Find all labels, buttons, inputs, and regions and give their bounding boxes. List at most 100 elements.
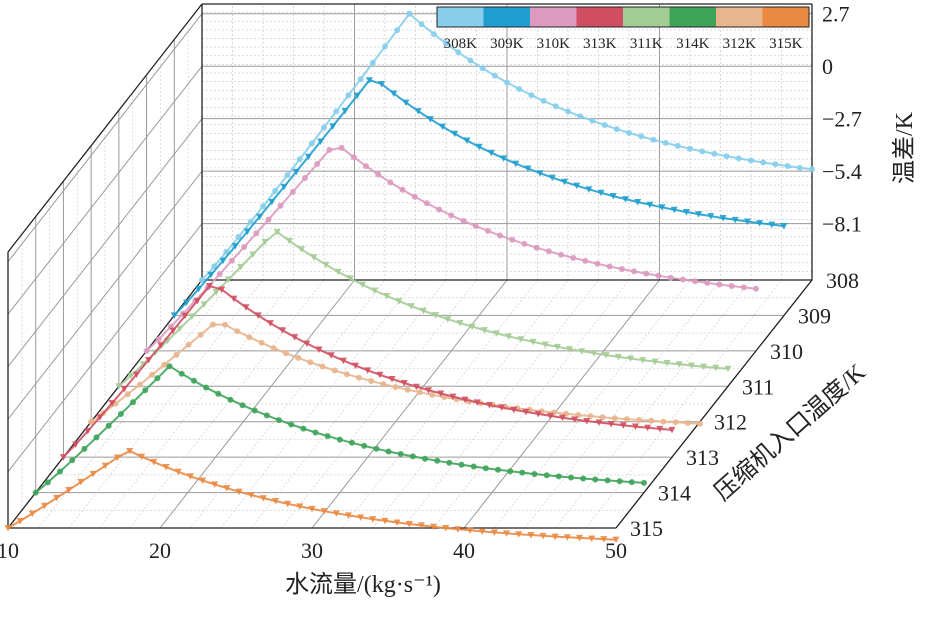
data-point-310K [338, 144, 345, 151]
data-point-313K [59, 454, 67, 461]
data-point-309K [536, 170, 544, 177]
data-point-308K [418, 21, 425, 28]
data-point-311K [322, 261, 330, 269]
x-tick-label: 10 [0, 538, 19, 563]
data-point-314K [434, 457, 441, 464]
data-point-315K [527, 532, 535, 539]
data-point-314K [251, 407, 258, 414]
data-point-315K [162, 464, 170, 471]
data-point-313K [656, 425, 664, 433]
data-point-312K [368, 378, 375, 384]
data-point-309K [182, 299, 190, 307]
data-point-311K [553, 343, 561, 351]
data-point-309K [365, 77, 373, 84]
x-tick-label: 50 [605, 538, 627, 563]
side-grid-h [7, 65, 203, 315]
legend-swatch-308K [437, 7, 484, 27]
data-point-314K [422, 455, 428, 462]
legend-label-315K: 315K [769, 36, 803, 52]
data-point-312K [161, 361, 168, 368]
data-point-310K [740, 284, 747, 291]
data-point-311K [176, 325, 184, 333]
data-point-313K [266, 320, 274, 327]
data-point-309K [329, 123, 337, 130]
data-point-309K [500, 155, 508, 162]
data-point-310K [716, 281, 723, 288]
y-tick-label: 313 [686, 445, 719, 470]
data-point-311K [712, 364, 720, 372]
data-point-309K [561, 178, 569, 186]
data-point-309K [195, 285, 203, 293]
data-point-313K [425, 387, 433, 394]
legend-label-310K: 310K [537, 36, 571, 52]
z-axis-label: 温差/K [891, 111, 918, 184]
data-point-309K [426, 116, 434, 123]
data-point-312K [356, 374, 362, 381]
data-point-309K [304, 153, 312, 161]
data-point-309K [439, 123, 447, 131]
data-point-308K [272, 187, 279, 194]
data-point-308K [528, 92, 535, 99]
data-point-309K [743, 218, 751, 226]
legend-swatch-313K [576, 7, 624, 27]
data-point-311K [371, 287, 379, 294]
y-tick-label: 311 [742, 374, 774, 399]
data-point-313K [254, 312, 262, 319]
data-point-311K [237, 264, 245, 271]
data-point-312K [416, 389, 423, 396]
data-point-314K [117, 411, 124, 417]
floor-grid-x [250, 279, 447, 529]
legend: 308K 309K 310K 313K 311K 314K 312K 315K [436, 6, 810, 52]
data-point-309K [170, 312, 178, 319]
data-point-315K [454, 526, 462, 533]
data-point-314K [604, 477, 611, 484]
data-point-313K [181, 312, 189, 320]
data-point-314K [215, 390, 222, 397]
z-tick-label: 0 [822, 54, 833, 79]
data-point-308K [638, 133, 645, 140]
data-point-314K [227, 396, 234, 403]
data-point-315K [89, 470, 97, 478]
data-point-310K [314, 161, 321, 167]
data-point-308K [430, 31, 437, 38]
data-point-310K [448, 212, 455, 219]
axis-edges [7, 3, 813, 529]
data-point-315K [551, 533, 559, 541]
data-point-313K [412, 383, 420, 391]
data-point-314K [361, 442, 368, 449]
data-point-313K [327, 352, 335, 359]
floor-grid-x [554, 279, 752, 529]
data-point-310K [484, 227, 491, 234]
floor-grid-x [372, 279, 569, 529]
data-point-313K [169, 327, 177, 335]
data-point-314K [373, 445, 380, 452]
data-point-310K [570, 254, 577, 261]
data-point-314K [446, 459, 453, 466]
legend-swatch-311K [623, 7, 670, 27]
data-point-308K [296, 156, 303, 163]
data-point-314K [349, 439, 355, 446]
data-point-308K [601, 122, 608, 128]
data-point-309K [353, 92, 361, 100]
data-point-314K [628, 479, 635, 486]
data-point-315K [28, 510, 36, 517]
data-point-313K [218, 286, 226, 293]
floor-grid-x [98, 279, 294, 529]
data-point-312K [343, 371, 350, 378]
axis-edge [7, 3, 203, 253]
data-point-314K [69, 457, 76, 464]
data-point-315K [539, 532, 547, 540]
data-point-315K [466, 527, 474, 534]
side-grid-h [7, 170, 203, 420]
data-point-311K [627, 355, 635, 363]
data-point-309K [609, 193, 617, 200]
data-point-315K [357, 514, 365, 521]
data-point-315K [235, 488, 243, 496]
tick-labels: 10 20 30 40 50 308 309 310 311 312 313 314 315 2.7 0 −2… [0, 2, 862, 563]
side-grid-h [7, 223, 203, 472]
data-point-310K [582, 257, 589, 264]
data-point-308K [552, 103, 559, 110]
data-point-309K [414, 108, 422, 115]
